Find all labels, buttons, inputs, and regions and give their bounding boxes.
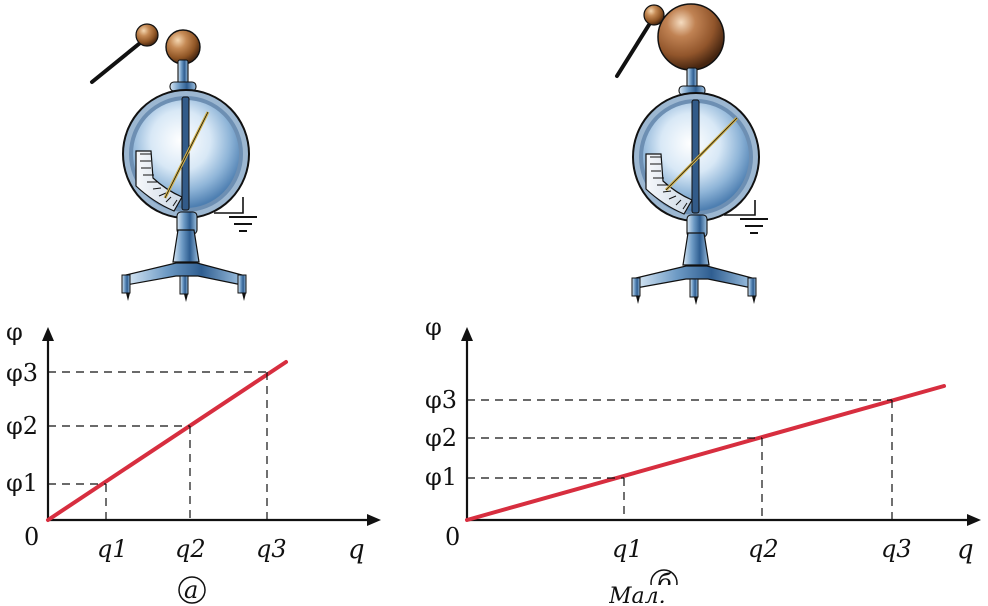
right-y-axis-arrow — [461, 327, 473, 341]
left-y-tick-label-3: φ3 — [6, 359, 38, 387]
right-x-axis-arrow — [967, 514, 981, 526]
left-x-axis-label: q — [348, 535, 365, 565]
right-graph: φ φ3 φ2 φ1 0 q1 q2 q3 q б — [425, 313, 981, 597]
left-origin-label: 0 — [24, 523, 39, 551]
figure-caption: Мал. 1.6 — [609, 586, 666, 606]
right-y-axis-label: φ — [425, 313, 442, 341]
left-ground-wire — [214, 197, 244, 214]
left-y-tick-label-2: φ2 — [6, 412, 38, 440]
left-y-axis-label: φ — [6, 318, 23, 346]
right-ground-wire — [724, 200, 756, 216]
left-probe-rod — [90, 37, 147, 84]
left-graph: φ φ3 φ2 φ1 0 q1 q2 q3 q а — [6, 318, 381, 604]
right-stand-body — [682, 232, 710, 266]
right-x-axis-label: q — [957, 535, 974, 565]
right-x-tick-label-3: q3 — [881, 535, 912, 563]
left-series-line — [46, 360, 288, 522]
right-top-ball — [657, 3, 725, 71]
left-x-tick-label-1: q1 — [97, 535, 128, 563]
right-probe-rod — [615, 18, 654, 78]
left-stand-body — [172, 229, 200, 263]
left-y-axis-arrow — [42, 327, 54, 341]
left-x-axis-arrow — [367, 514, 381, 526]
left-panel-label-circle — [178, 576, 206, 604]
right-series-line — [465, 384, 946, 522]
right-probe-ball — [643, 4, 665, 26]
right-x-tick-label-2: q2 — [748, 535, 779, 563]
right-x-tick-label-1: q1 — [612, 535, 643, 563]
left-probe-ball — [135, 23, 159, 47]
right-origin-label: 0 — [445, 523, 460, 551]
left-y-tick-label-1: φ1 — [6, 469, 38, 497]
left-panel-label: а — [184, 576, 198, 604]
left-electrometer — [90, 23, 257, 302]
caption-area-background — [570, 585, 710, 606]
left-x-tick-label-2: q2 — [175, 535, 206, 563]
left-center-rod — [181, 96, 190, 211]
left-x-tick-label-3: q3 — [256, 535, 287, 563]
left-top-ball — [165, 29, 201, 65]
right-electrometer — [615, 3, 768, 305]
right-y-tick-label-3: φ3 — [425, 386, 457, 414]
right-y-tick-label-2: φ2 — [425, 424, 457, 452]
right-y-tick-label-1: φ1 — [425, 463, 457, 491]
